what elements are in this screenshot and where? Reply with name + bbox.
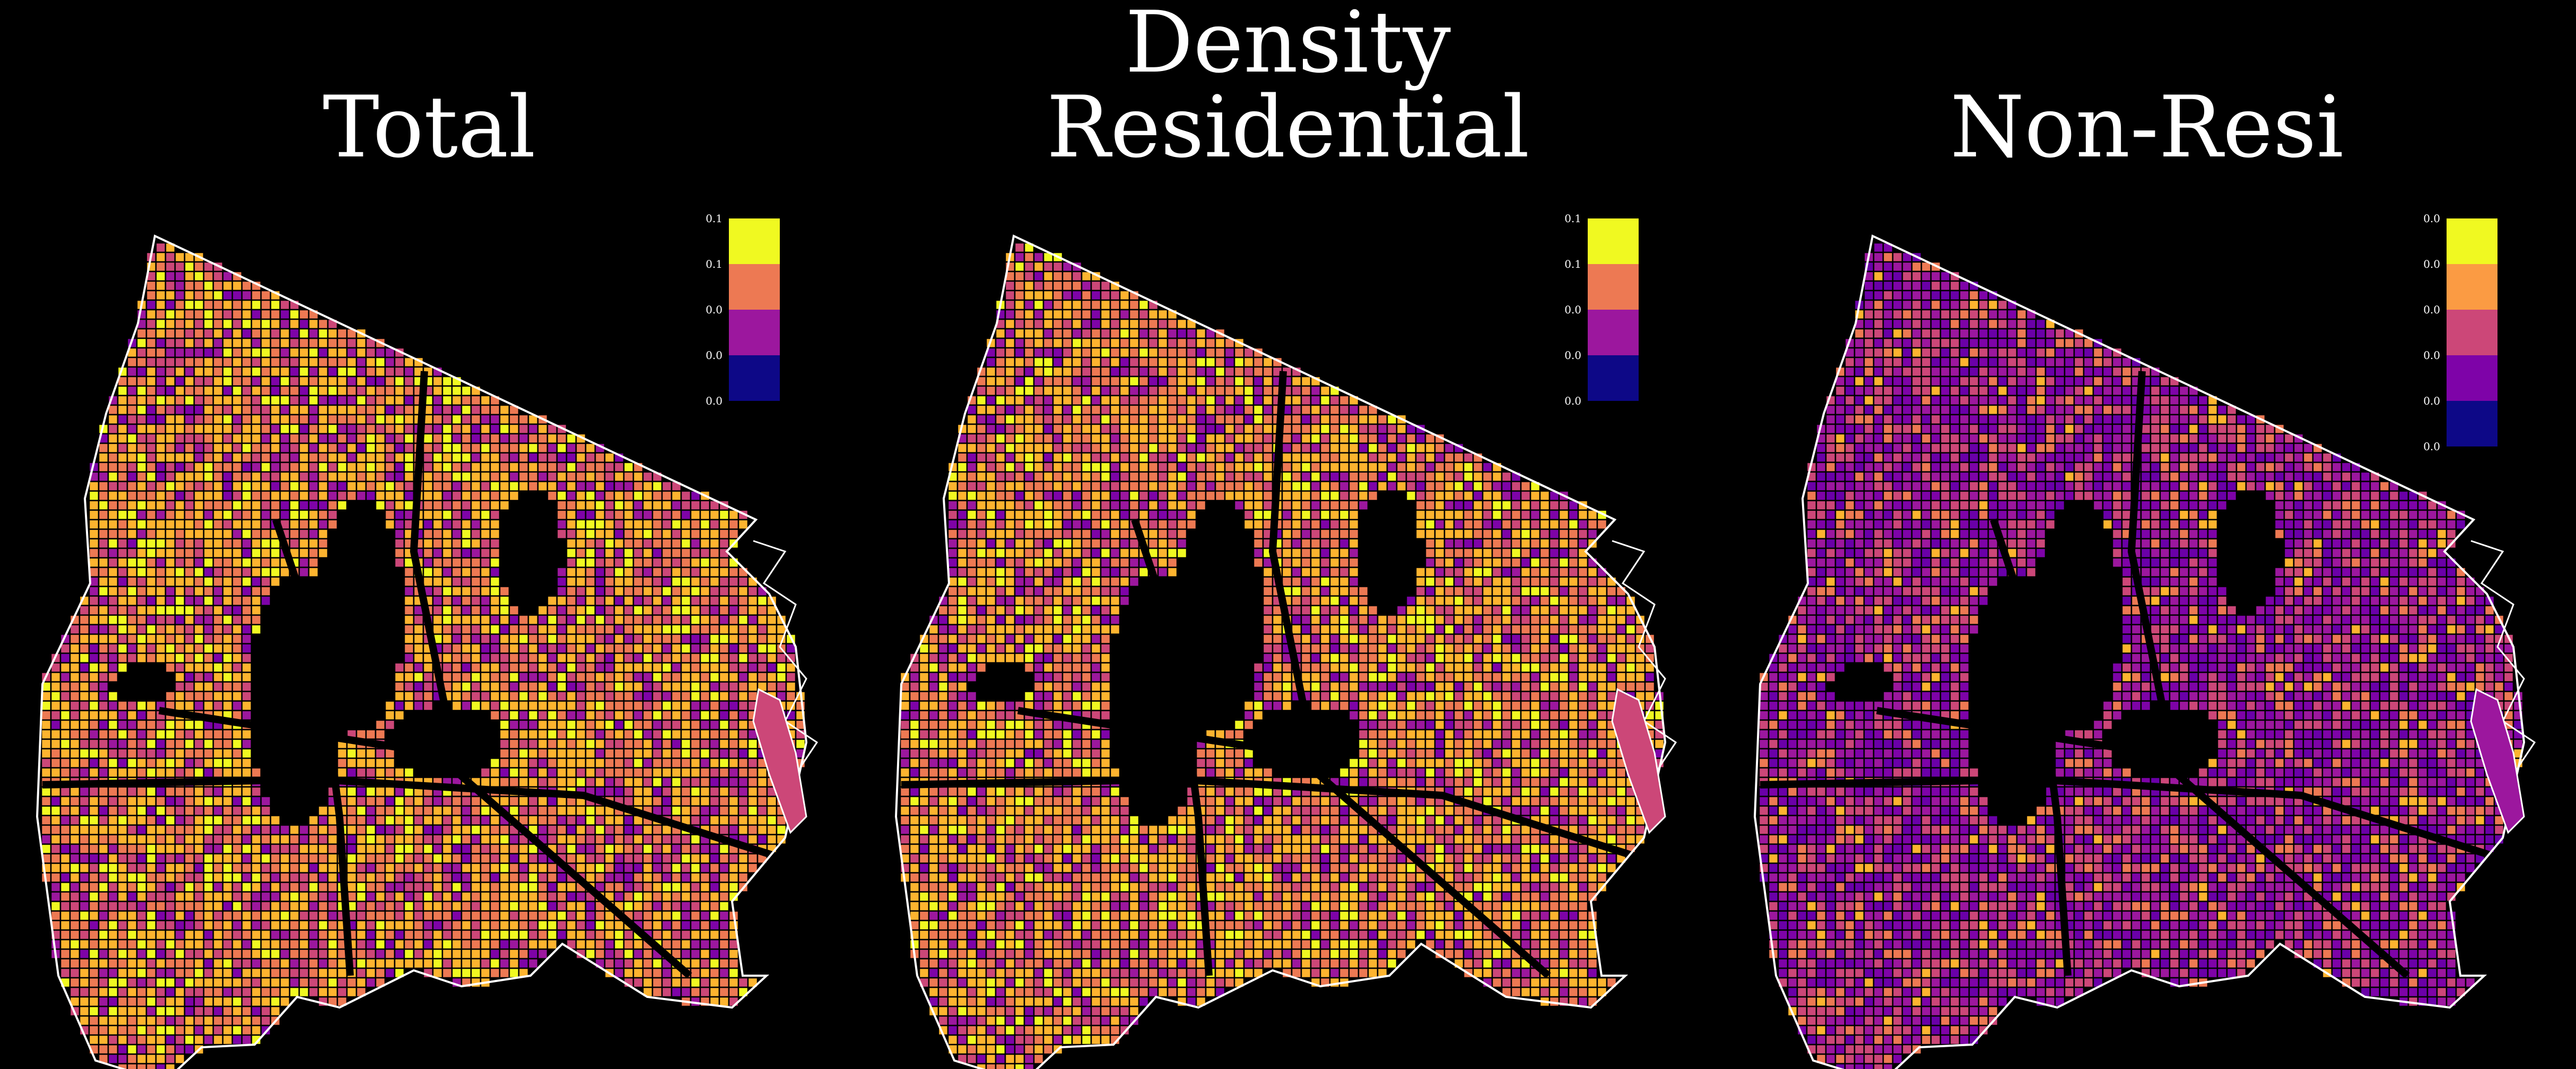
- block-cells: [1758, 242, 2524, 1069]
- legend-swatch: [2447, 401, 2497, 446]
- legend-residential: 0.1 0.1 0.0 0.0 0.0: [1564, 213, 1639, 406]
- panel-total: Total 0.1 0.1 0.0 0.0 0.0: [0, 74, 858, 1069]
- legend-tick-label: 0.1: [1564, 258, 1581, 270]
- coastline: [1612, 540, 1677, 775]
- island: [2470, 688, 2525, 834]
- island: [752, 688, 807, 834]
- panel-title-total: Total: [323, 77, 536, 177]
- legend-swatch: [1588, 264, 1639, 310]
- legend-tick-label: 0.0: [706, 303, 723, 316]
- legend-swatch: [729, 218, 780, 264]
- legend-total: 0.1 0.1 0.0 0.0 0.0: [706, 213, 780, 406]
- density-map-non-resi: [1753, 234, 2536, 1069]
- legend-swatch: [729, 310, 780, 355]
- legend-swatch: [1588, 310, 1639, 355]
- panel-non-resi: Non-Resi 0.0 0.0 0.0 0.0 0.0 0.0: [1718, 74, 2576, 1069]
- legend-swatch: [2447, 310, 2497, 355]
- legend-tick-label: 0.0: [2423, 395, 2440, 407]
- legend-tick-label: 0.1: [706, 258, 723, 270]
- legend-tick-label: 0.0: [1564, 349, 1581, 362]
- major-roads: [42, 371, 787, 979]
- borough-outline: [894, 234, 1667, 1069]
- legend-tick-label: 0.0: [2423, 440, 2440, 453]
- legend-swatch: [2447, 355, 2497, 401]
- block-cells: [40, 242, 806, 1069]
- legend-tick-label: 0.1: [1564, 212, 1581, 225]
- legend-swatch: [1588, 355, 1639, 401]
- panel-title-non-resi: Non-Resi: [1950, 77, 2344, 177]
- legend-tick-label: 0.1: [706, 212, 723, 225]
- block-cells: [899, 242, 1665, 1069]
- island: [1611, 688, 1666, 834]
- legend-swatch: [2447, 264, 2497, 310]
- major-roads: [901, 371, 1646, 979]
- panel-title-residential: Residential: [1046, 77, 1530, 177]
- legend-swatch: [1588, 218, 1639, 264]
- legend-tick-label: 0.0: [706, 349, 723, 362]
- legend-tick-label: 0.0: [1564, 395, 1581, 407]
- legend-swatch: [2447, 218, 2497, 264]
- borough-outline: [1753, 234, 2526, 1069]
- borough-outline: [36, 234, 808, 1069]
- legend-non-resi: 0.0 0.0 0.0 0.0 0.0 0.0: [2423, 213, 2497, 452]
- density-map-total: [36, 234, 819, 1069]
- legend-tick-label: 0.0: [706, 395, 723, 407]
- major-roads: [1760, 371, 2504, 979]
- legend-tick-label: 0.0: [1564, 303, 1581, 316]
- legend-tick-label: 0.0: [2423, 212, 2440, 225]
- legend-tick-label: 0.0: [2423, 303, 2440, 316]
- panel-residential: Residential 0.1 0.1 0.0 0.0 0.0: [859, 74, 1717, 1069]
- density-suptitle: Density: [1125, 0, 1451, 92]
- legend-swatch: [729, 355, 780, 401]
- legend-tick-label: 0.0: [2423, 349, 2440, 362]
- density-map-residential: [894, 234, 1677, 1069]
- legend-swatch: [729, 264, 780, 310]
- legend-tick-label: 0.0: [2423, 258, 2440, 270]
- coastline: [2470, 540, 2536, 775]
- coastline: [753, 540, 819, 775]
